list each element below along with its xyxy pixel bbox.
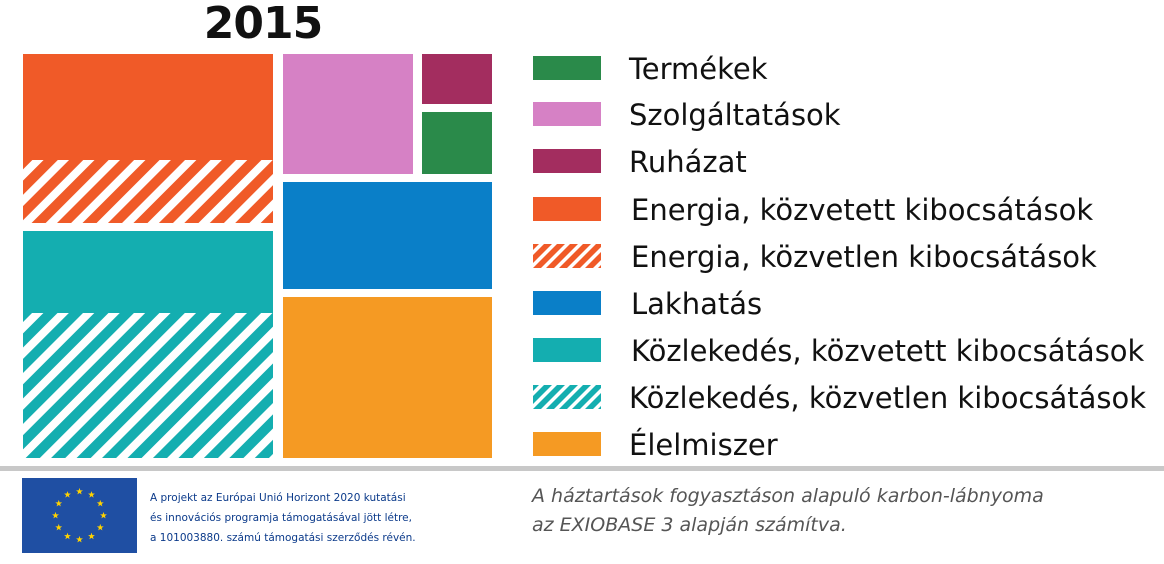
flag-star-icon [88, 491, 95, 498]
treemap-tile-lakhatas [283, 182, 492, 289]
legend-item-lakhatas: Lakhatás [533, 281, 1158, 327]
flag-star-icon [52, 511, 59, 519]
treemap [23, 54, 492, 458]
treemap-tile-kozlekedes-kozvetlen-kibocsatasok [23, 313, 273, 458]
treemap-tile-energia-kozvetett-kibocsatasok [23, 54, 273, 160]
flag-star-icon [55, 499, 63, 507]
legend-item-energia-kozvetett-kibocsatasok: Energia, közvetett kibocsátások [533, 187, 1158, 233]
legend-label: Termékek [629, 52, 768, 86]
treemap-tile-elelmiszer [283, 297, 492, 458]
funding-line: és innovációs programja támogatásával jö… [150, 512, 412, 524]
treemap-tile-ruhazat [422, 54, 492, 104]
legend-label: Energia, közvetlen kibocsátások [631, 240, 1097, 274]
caption-line: az EXIOBASE 3 alapján számítva. [532, 514, 847, 536]
legend-swatch [533, 432, 601, 456]
legend-label: Közlekedés, közvetlen kibocsátások [629, 381, 1147, 415]
eu-flag-icon [22, 478, 137, 553]
legend-swatch [533, 56, 601, 80]
flag-star-icon [55, 523, 63, 531]
flag-star-icon [96, 523, 104, 531]
legend-label: Ruházat [629, 145, 747, 179]
footer-divider [0, 466, 1164, 471]
legend-swatch [533, 385, 601, 409]
flag-star-icon [96, 499, 104, 507]
treemap-tile-kozlekedes-kozvetett-kibocsatasok [23, 231, 273, 313]
flag-star-icon [64, 532, 71, 540]
funding-statement: A projekt az Európai Unió Horizont 2020 … [150, 488, 490, 548]
flag-star-icon [76, 535, 83, 543]
legend-swatch [533, 291, 601, 315]
legend-item-termekek: Termékek [533, 46, 1158, 92]
treemap-tile-szolgaltatasok [283, 54, 413, 174]
legend-item-elelmiszer: Élelmiszer [533, 422, 1158, 468]
legend-item-kozlekedes-kozvetett-kibocsatasok: Közlekedés, közvetett kibocsátások [533, 328, 1158, 374]
chart-title: 2015 [203, 0, 323, 49]
legend-label: Élelmiszer [629, 428, 778, 462]
legend-label: Lakhatás [631, 287, 763, 321]
funding-line: a 101003880. számú támogatási szerződés … [150, 532, 416, 544]
legend-item-kozlekedes-kozvetlen-kibocsatasok: Közlekedés, közvetlen kibocsátások [533, 375, 1158, 421]
flag-star-icon [88, 532, 95, 540]
legend-swatch [533, 338, 601, 362]
legend-label: Közlekedés, közvetett kibocsátások [631, 334, 1145, 368]
legend-item-ruhazat: Ruházat [533, 139, 1158, 185]
legend-item-energia-kozvetlen-kibocsatasok: Energia, közvetlen kibocsátások [533, 234, 1158, 280]
legend-swatch [533, 244, 601, 268]
legend-swatch [533, 197, 601, 221]
flag-star-icon [76, 487, 83, 495]
caption-line: A háztartások fogyasztáson alapuló karbo… [532, 485, 1044, 507]
treemap-tile-termekek [422, 112, 492, 174]
treemap-tile-energia-kozvetlen-kibocsatasok [23, 160, 273, 223]
legend-label: Energia, közvetett kibocsátások [631, 193, 1094, 227]
legend-label: Szolgáltatások [629, 98, 841, 132]
flag-star-icon [100, 511, 107, 519]
legend-swatch [533, 149, 601, 173]
legend-item-szolgaltatasok: Szolgáltatások [533, 92, 1158, 138]
flag-star-icon [64, 491, 71, 498]
source-caption: A háztartások fogyasztáson alapuló karbo… [532, 482, 1152, 540]
funding-line: A projekt az Európai Unió Horizont 2020 … [150, 492, 406, 504]
legend-swatch [533, 102, 601, 126]
